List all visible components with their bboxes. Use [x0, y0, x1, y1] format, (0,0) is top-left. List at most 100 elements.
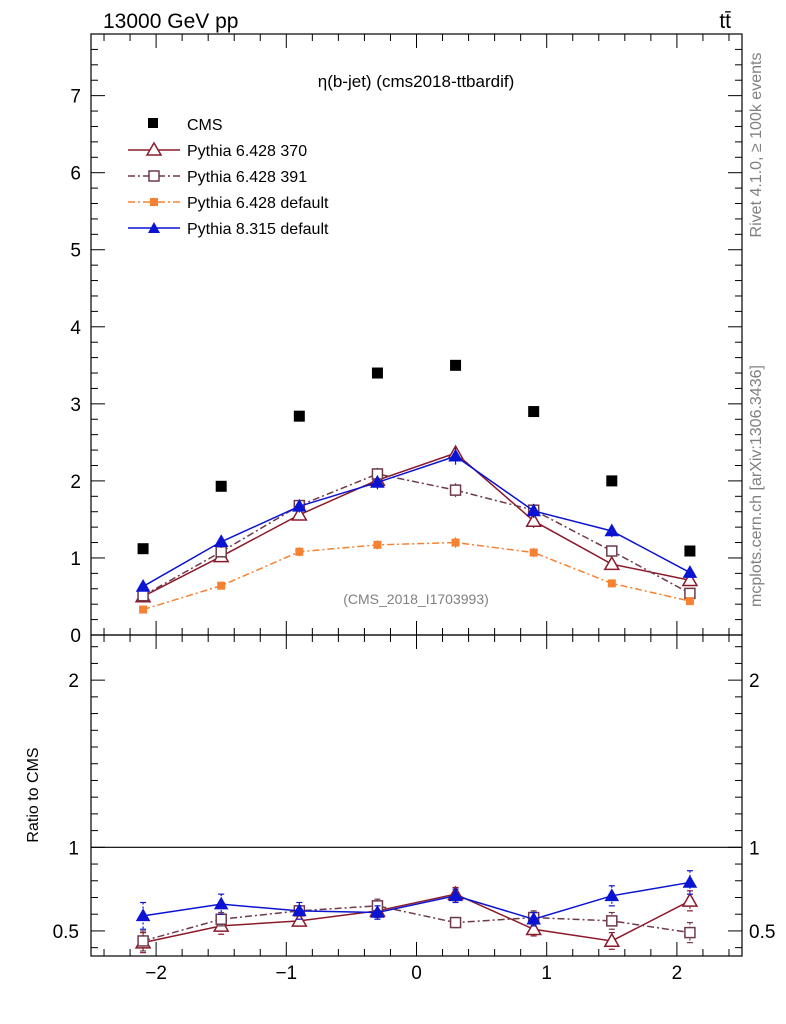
data-point-cms: [606, 475, 618, 487]
x-tick-label: −1: [275, 963, 297, 984]
ratio-axis-ticks: −2 −1 0 1 2 0.5 0.5 1 1 2 2: [53, 635, 775, 984]
data-point-cms: [450, 359, 462, 371]
y-tick-label: 6: [70, 164, 81, 185]
ratio-point-pythia-8-315-default: [604, 888, 620, 902]
ratio-point-pythia-6-428-391: [137, 935, 149, 947]
ratio-point-pythia-8-315-default: [682, 874, 698, 888]
point-pythia-6-428-370: [681, 571, 699, 587]
legend: CMS Pythia 6.428 370 Pythia 6.428 391 Py…: [128, 117, 329, 238]
series-line-pythia-8-315-default: [142, 455, 691, 588]
x-tick-label: 2: [672, 963, 683, 984]
legend-marker-p8-default: [148, 222, 160, 233]
ratio-tick-label: 2: [749, 671, 760, 692]
data-point-cms: [684, 545, 696, 557]
series-line-pythia-6-428-391: [142, 473, 691, 597]
point-pythia-6-428-default: [373, 540, 382, 549]
header-process-label: tt̄: [719, 10, 731, 33]
point-pythia-6-428-default: [139, 605, 148, 614]
point-pythia-6-428-370: [525, 512, 542, 527]
point-pythia-6-428-default: [451, 538, 460, 547]
legend-label-p8-default: Pythia 8.315 default: [187, 221, 329, 238]
y-tick-label: 0: [70, 626, 81, 647]
legend-label-cms: CMS: [187, 117, 223, 134]
chart-title: η(b-jet) (cms2018-ttbardif): [318, 72, 515, 91]
data-point-cms: [293, 410, 305, 422]
main-series-layer: [134, 444, 699, 614]
data-point-cms: [215, 480, 227, 492]
ratio-line-pythia-6-428-370: [142, 893, 691, 944]
ratio-point-pythia-8-315-default: [370, 905, 385, 918]
point-pythia-6-428-391: [215, 546, 227, 558]
ratio-series-layer: [134, 870, 699, 954]
ratio-point-pythia-6-428-370: [681, 892, 699, 907]
ratio-tick-label: 0.5: [749, 922, 775, 943]
ratio-point-pythia-6-428-391: [606, 915, 618, 927]
ratio-point-pythia-6-428-391: [449, 916, 462, 929]
ratio-line-pythia-6-428-391: [142, 905, 691, 942]
point-pythia-8-315-default: [370, 474, 385, 488]
header-energy-label: 13000 GeV pp: [103, 10, 238, 33]
x-tick-label: 1: [541, 963, 552, 984]
legend-label-p6-default: Pythia 6.428 default: [187, 195, 329, 212]
point-pythia-8-315-default: [135, 578, 151, 592]
legend-label-p6-370: Pythia 6.428 370: [187, 143, 307, 160]
ratio-ylabel: Ratio to CMS: [25, 747, 42, 842]
ratio-plot-frame: [90, 634, 743, 957]
ratio-line-pythia-8-315-default: [142, 881, 691, 921]
point-pythia-8-315-default: [604, 523, 620, 537]
point-pythia-8-315-default: [682, 565, 698, 578]
point-pythia-6-428-370: [603, 555, 621, 571]
y-tick-label: 2: [70, 472, 81, 493]
ratio-point-pythia-8-315-default: [135, 908, 151, 922]
point-pythia-6-428-default: [217, 581, 226, 590]
legend-marker-cms: [148, 118, 158, 128]
point-pythia-8-315-default: [292, 498, 307, 512]
ratio-point-pythia-6-428-370: [525, 920, 542, 936]
point-pythia-8-315-default: [448, 448, 463, 462]
point-pythia-8-315-default: [526, 503, 541, 517]
x-tick-label: −2: [145, 963, 167, 984]
ratio-point-pythia-8-315-default: [448, 888, 463, 902]
y-tick-label: 5: [70, 241, 81, 262]
point-pythia-6-428-391: [684, 587, 696, 600]
ratio-tick-label: 1: [749, 838, 760, 859]
point-pythia-6-428-391: [449, 484, 462, 496]
ratio-tick-label: 0.5: [53, 922, 79, 943]
point-pythia-6-428-default: [529, 548, 538, 557]
ratio-point-pythia-8-315-default: [526, 911, 541, 925]
rivet-label: Rivet 4.1.0, ≥ 100k events: [748, 53, 765, 238]
point-pythia-8-315-default: [213, 534, 229, 548]
main-data-layer: [137, 359, 696, 557]
point-pythia-6-428-default: [607, 579, 616, 588]
legend-marker-p6-370: [145, 141, 163, 156]
y-tick-label: 1: [70, 549, 81, 570]
point-pythia-6-428-default: [685, 597, 694, 606]
ratio-tick-label: 1: [68, 838, 79, 859]
ratio-point-pythia-6-428-370: [603, 932, 621, 947]
series-line-pythia-6-428-370: [142, 452, 691, 598]
data-point-cms: [137, 543, 149, 555]
y-tick-label: 4: [70, 318, 81, 339]
ratio-point-pythia-6-428-391: [215, 913, 227, 925]
y-tick-label: 3: [70, 395, 81, 416]
legend-marker-p6-default: [150, 198, 158, 206]
mcplots-label: mcplots.cern.ch [arXiv:1306.3436]: [748, 365, 765, 607]
ratio-tick-label: 2: [68, 671, 79, 692]
main-axis-ticks: 0 1 2 3 4 5 6 7: [70, 33, 742, 647]
data-point-cms: [371, 367, 383, 379]
y-tick-label: 7: [70, 87, 81, 108]
point-pythia-6-428-default: [295, 547, 304, 556]
point-pythia-6-428-391: [606, 545, 618, 557]
ratio-point-pythia-6-428-391: [684, 926, 696, 939]
analysis-label: (CMS_2018_I1703993): [343, 591, 489, 607]
legend-label-p6-391: Pythia 6.428 391: [187, 169, 307, 186]
series-line-pythia-6-428-default: [142, 541, 691, 611]
point-pythia-6-428-391: [137, 589, 149, 602]
ratio-point-pythia-8-315-default: [292, 903, 307, 917]
point-pythia-6-428-370: [291, 506, 308, 521]
ratio-point-pythia-8-315-default: [213, 896, 229, 910]
ratio-point-pythia-6-428-370: [291, 912, 308, 927]
data-point-cms: [528, 406, 540, 418]
x-tick-label: 0: [411, 963, 422, 984]
